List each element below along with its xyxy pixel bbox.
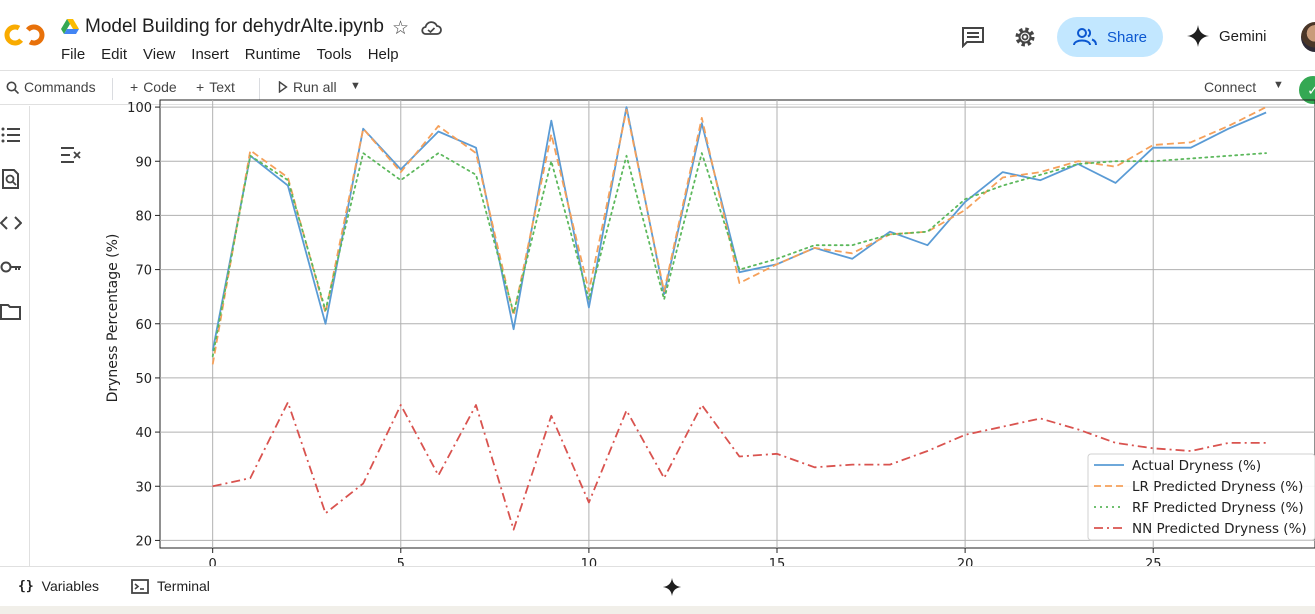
run-all-dropdown[interactable]: ▼ [350,80,361,92]
folder-icon[interactable] [0,300,22,322]
menu-edit[interactable]: Edit [101,46,128,63]
people-icon [1073,28,1097,46]
y-tick-label: 30 [135,480,152,495]
y-tick-label: 90 [135,155,152,170]
add-code-button[interactable]: + Code [130,79,177,95]
gemini-label: Gemini [1219,27,1267,45]
run-all-label: Run all [293,79,337,95]
share-button[interactable]: Share [1057,17,1163,57]
y-tick-label: 80 [135,209,152,224]
app-header: Model Building for dehydrAlte.ipynb ☆ Fi… [0,0,1315,70]
y-tick-label: 40 [135,426,152,441]
text-label: Text [209,79,235,95]
commands-button[interactable]: Commands [6,79,96,95]
table-of-contents-icon[interactable] [0,124,22,146]
menu-insert[interactable]: Insert [191,46,229,63]
series-line-actual [211,106,1267,351]
share-label: Share [1107,28,1148,46]
play-icon [278,81,288,93]
notebook-toolbar: Commands + Code + Text Run all ▼ Connect… [0,70,1315,105]
star-icon[interactable]: ☆ [392,18,410,39]
series-line-nn [212,401,1267,531]
y-tick-label: 20 [135,534,152,549]
menu-file[interactable]: File [61,46,86,63]
key-icon[interactable] [0,256,22,278]
menu-view[interactable]: View [143,46,176,63]
output-toggle-icon[interactable] [58,144,82,166]
gemini-sparkle-icon [1187,25,1209,47]
connect-dropdown-icon[interactable]: ▼ [1273,79,1284,91]
terminal-label: Terminal [157,578,210,594]
menu-tools[interactable]: Tools [316,46,352,63]
comment-icon[interactable] [961,26,985,48]
drive-icon[interactable] [61,19,79,35]
variables-button[interactable]: {} Variables [18,578,99,594]
terminal-button[interactable]: Terminal [131,578,210,594]
series-line-lr [211,106,1267,365]
plus-icon: + [196,79,205,95]
find-replace-icon[interactable] [0,168,22,190]
legend-label-actual: Actual Dryness (%) [1132,458,1261,474]
add-text-button[interactable]: + Text [196,79,235,95]
menu-runtime[interactable]: Runtime [244,46,301,63]
commands-label: Commands [24,79,96,95]
gear-icon[interactable] [1013,25,1037,49]
bottom-bar: {} Variables Terminal [0,566,1315,606]
left-sidebar [0,106,30,566]
run-all-button[interactable]: Run all [278,79,337,95]
menu-bar: File Edit View Insert Runtime Tools Help [61,46,415,63]
legend-box [1087,453,1315,541]
x-tick-label: 5 [397,557,405,572]
notebook-title[interactable]: Model Building for dehydrAlte.ipynb [85,16,384,37]
code-label: Code [143,79,177,95]
y-tick-label: 70 [135,264,152,279]
y-tick-label: 100 [127,101,152,116]
series-line-rf [211,152,1267,358]
caret-down-icon: ▼ [350,80,361,92]
gemini-sparkle-icon[interactable] [662,577,682,597]
terminal-icon [131,578,149,594]
chart-legend: Actual Dryness (%) LR Predicted Dryness (… [1087,453,1315,541]
search-icon [6,81,19,94]
footer-strip [0,606,1315,614]
legend-label-rf: RF Predicted Dryness (%) [1132,500,1304,516]
menu-help[interactable]: Help [367,46,399,63]
y-axis-label: Dryness Percentage (%) [105,234,121,403]
chart-series-lines [211,106,1267,531]
connect-button[interactable]: Connect [1204,79,1257,95]
legend-label-nn: NN Predicted Dryness (%) [1132,521,1307,537]
cloud-saved-icon[interactable] [420,19,442,37]
y-tick-label: 60 [135,318,152,333]
colab-logo-icon[interactable] [4,20,46,50]
toolbar-divider [259,78,260,100]
x-tick-label: 0 [209,557,217,572]
variables-label: Variables [41,578,99,594]
avatar[interactable] [1301,22,1315,52]
braces-icon: {} [18,578,34,594]
toolbar-divider [112,78,113,100]
gemini-button[interactable]: Gemini [1186,24,1267,48]
y-tick-label: 50 [135,372,152,387]
legend-label-lr: LR Predicted Dryness (%) [1132,479,1303,495]
code-snippets-icon[interactable] [0,212,22,234]
plus-icon: + [130,79,139,95]
